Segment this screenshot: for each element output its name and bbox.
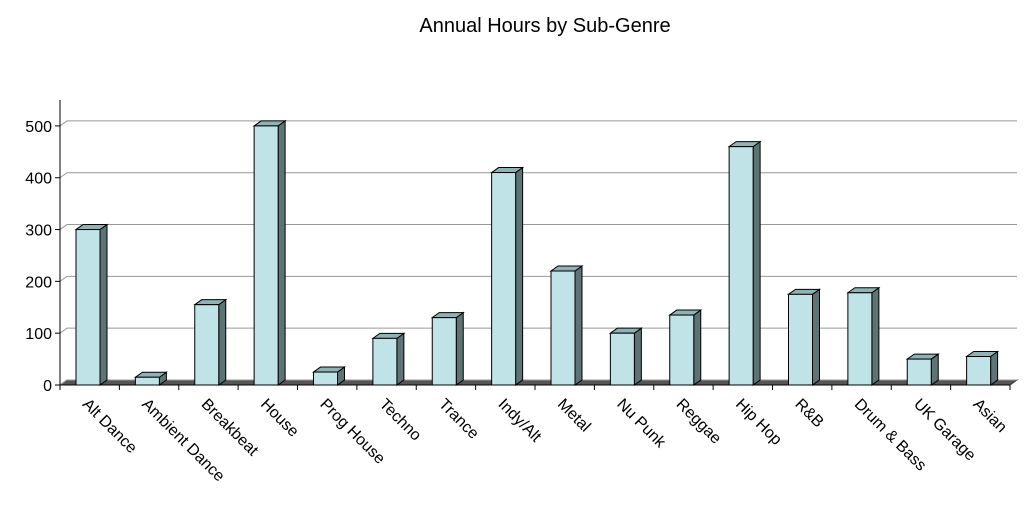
bar-side (812, 288, 820, 386)
bar (491, 172, 517, 386)
bar-side (515, 166, 524, 386)
bar-side (218, 298, 227, 386)
x-tick-label: House (257, 396, 302, 441)
bar-side (396, 332, 405, 386)
bar-side (99, 223, 108, 386)
bar (966, 356, 992, 386)
bar (253, 125, 279, 386)
x-tick-label: Nu Punk (613, 396, 669, 452)
y-tick-label: 200 (25, 274, 52, 291)
bar (906, 358, 932, 386)
x-tick-label: Metal (554, 396, 594, 436)
grid-line (59, 224, 1017, 230)
x-tick-label: Breakbeat (198, 396, 262, 460)
x-tick-label: Indy/Alt (494, 396, 544, 446)
bar (609, 332, 635, 386)
x-tick-label: Trance (435, 396, 482, 443)
bar (134, 376, 160, 386)
y-tick-label: 300 (25, 223, 52, 240)
x-tick-label: Hip Hop (732, 396, 785, 449)
y-tick-label: 100 (25, 326, 52, 343)
bar (372, 337, 398, 386)
bar (194, 304, 220, 386)
x-tick-label: Reggae (673, 396, 725, 448)
bar-side (990, 350, 999, 386)
bar-side (277, 119, 286, 386)
x-tick-label: Asian (969, 396, 1009, 436)
bar (728, 146, 754, 386)
bar (313, 371, 338, 386)
bar (75, 229, 101, 386)
x-tick-label: Alt Dance (79, 396, 140, 457)
bar-side (455, 311, 464, 386)
bar (847, 292, 873, 386)
bar-side (871, 286, 880, 386)
y-tick-label: 400 (25, 171, 52, 188)
bar (788, 293, 813, 386)
x-tick-label: Techno (376, 396, 425, 445)
bar (550, 270, 576, 386)
bar-side (693, 309, 702, 386)
grid-line (59, 172, 1017, 179)
y-tick-label: 0 (43, 378, 52, 395)
bar-side (633, 327, 642, 386)
x-tick-label: R&B (791, 396, 826, 431)
chart-title: Annual Hours by Sub-Genre (419, 15, 670, 37)
bar (669, 314, 695, 386)
y-tick-label: 500 (25, 119, 52, 136)
grid-line (59, 120, 1017, 127)
bar-side (574, 265, 583, 386)
bar-side (752, 140, 761, 386)
grid-line (59, 275, 1017, 282)
bar (431, 317, 457, 386)
